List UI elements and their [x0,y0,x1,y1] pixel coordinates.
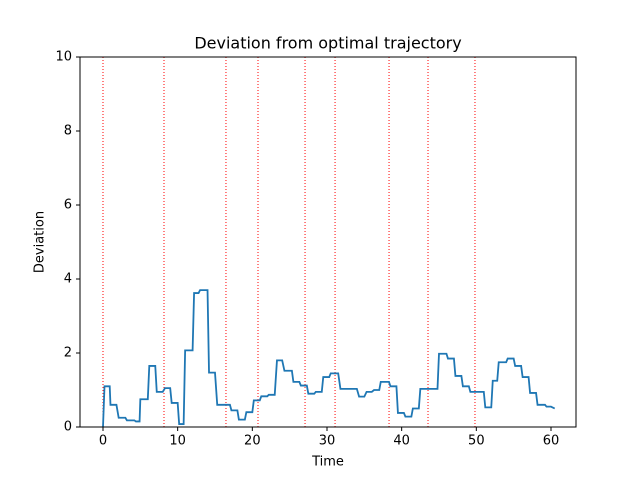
y-tick-label: 8 [64,124,72,139]
chart-title: Deviation from optimal trajectory [194,34,461,53]
x-tick-label: 20 [244,434,261,449]
x-tick-label: 0 [99,434,107,449]
x-tick-label: 40 [393,434,410,449]
x-tick-label: 30 [319,434,336,449]
x-tick-label: 50 [468,434,485,449]
y-tick-label: 4 [64,272,72,287]
data-line [102,289,556,428]
x-axis-label: Time [311,455,344,470]
y-axis-label: Deviation [33,211,48,273]
x-tick-label: 10 [169,434,186,449]
y-tick-label: 10 [55,50,72,65]
y-tick-label: 0 [64,420,72,435]
x-tick-label: 60 [543,434,560,449]
y-tick-label: 6 [64,198,72,213]
y-tick-label: 2 [64,346,72,361]
plot-frame [79,56,577,428]
